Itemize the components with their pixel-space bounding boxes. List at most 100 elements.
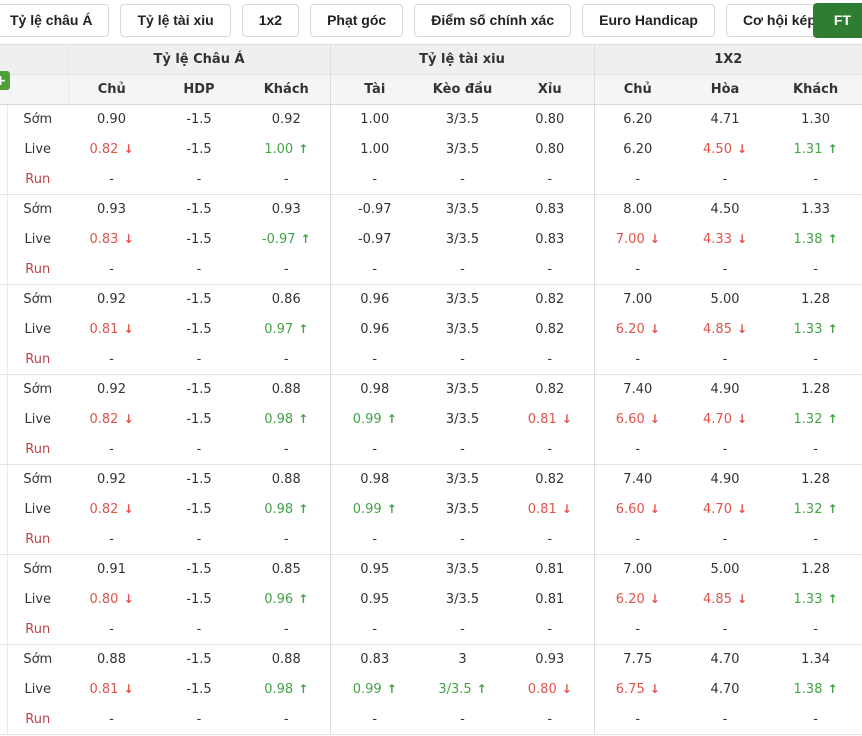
odds-cell: 0.86 [243, 284, 331, 315]
odds-value: - [196, 261, 202, 277]
odds-row-som: Sớm 0.92 -1.5 0.88 0.98 3/3.5 0.82 7.40 4.90 1.28 [0, 374, 862, 405]
odds-cell: 1.31 ↑ [769, 135, 862, 165]
odds-value: - [109, 351, 114, 367]
trend-down-icon: ↓ [649, 502, 660, 516]
odds-value: -1.5 [186, 412, 212, 427]
odds-cell: 4.70 ↓ [681, 405, 769, 435]
add-icon[interactable]: + [0, 71, 10, 90]
row-label: Live [24, 142, 52, 157]
odds-value: 0.98 [360, 382, 390, 398]
odds-value: - [372, 441, 378, 457]
odds-value: 3/3.5 [445, 382, 480, 398]
odds-cell: - [769, 614, 862, 645]
odds-value: - [813, 621, 818, 637]
odds-value: 0.92 [97, 472, 126, 488]
odds-value: -1.5 [186, 502, 212, 517]
odds-cell: 4.70 [681, 645, 769, 675]
odds-cell: -0.97 [330, 225, 419, 255]
trend-up-icon: ↑ [827, 592, 838, 606]
odds-cell: 1.32 ↑ [769, 495, 862, 525]
odds-value: - [372, 531, 378, 547]
odds-value: -1.5 [186, 652, 212, 668]
odds-cell: - [419, 524, 507, 555]
odds-cell: - [155, 434, 243, 465]
odds-cell: 0.83 [506, 194, 595, 225]
column-group-header: 1X2 [594, 44, 862, 75]
ft-toggle-button[interactable]: FT [812, 3, 862, 38]
column-header: Chủ [68, 74, 155, 105]
odds-cell: 4.90 [681, 465, 769, 495]
odds-value: - [460, 531, 465, 547]
odds-cell: 3/3.5 [419, 375, 506, 405]
tab-5[interactable]: Điểm số chính xác [414, 4, 572, 37]
odds-value: 4.33 [703, 232, 732, 247]
odds-value: 1.32 [793, 502, 823, 517]
odds-value: 3/3.5 [445, 202, 480, 218]
trend-up-icon: ↑ [476, 682, 487, 696]
odds-value: 1.33 [801, 202, 831, 218]
odds-cell: - [506, 164, 595, 195]
odds-value: 0.86 [271, 292, 301, 308]
odds-cell: - [155, 524, 243, 555]
tab-4[interactable]: Phạt góc [310, 4, 404, 37]
odds-value: 4.50 [703, 142, 732, 157]
odds-cell: 0.99 ↑ [330, 405, 419, 435]
trend-down-icon: ↓ [736, 412, 748, 426]
odds-row-live: Live 0.80 ↓ -1.5 0.96 ↑ 0.95 3/3.5 0.81 6.20 ↓ 4.85… [0, 584, 862, 615]
column-header: Khách [769, 74, 862, 105]
odds-cell: 4.90 [681, 375, 769, 405]
odds-value: 1.28 [801, 562, 831, 578]
odds-cell: 0.82 [506, 374, 595, 405]
odds-value: - [722, 351, 728, 367]
odds-value: - [547, 441, 553, 457]
odds-value: - [283, 261, 289, 277]
odds-value: - [283, 171, 289, 187]
column-header: Hòa [681, 74, 770, 105]
odds-row-som: Sớm 0.93 -1.5 0.93 -0.97 3/3.5 0.83 8.00 4.50 1.3… [0, 194, 862, 225]
odds-value: 0.98 [264, 412, 294, 427]
trend-down-icon: ↓ [561, 682, 572, 696]
tab-2[interactable]: Tỷ lệ tài xiu [120, 4, 231, 37]
odds-cell: 4.85 ↓ [681, 585, 769, 615]
odds-cell: 8.00 [594, 195, 681, 225]
odds-cell: 3 [419, 645, 506, 675]
odds-value: - [813, 351, 818, 367]
odds-cell: 0.95 [330, 585, 419, 615]
odds-value: 1.31 [793, 142, 823, 157]
odds-cell: 1.30 [769, 105, 862, 135]
odds-value: - [635, 621, 641, 637]
odds-value: 4.70 [703, 412, 732, 427]
odds-cell: 0.80 [506, 134, 595, 165]
odds-cell: - [506, 524, 595, 555]
tab-1[interactable]: Tỷ lệ châu Á [0, 4, 110, 37]
odds-value: -0.97 [357, 202, 392, 218]
odds-value: - [547, 351, 553, 367]
row-gutter [0, 284, 8, 315]
odds-value: - [635, 261, 641, 277]
odds-cell: 0.85 [243, 554, 331, 585]
odds-value: - [813, 261, 818, 277]
odds-row-run: Run - - - - - - - - - [0, 164, 862, 195]
odds-row-run: Run - - - - - - - - - [0, 344, 862, 375]
odds-cell: -1.5 [155, 675, 243, 705]
column-header: HDP [155, 74, 243, 105]
odds-cell: -1.5 [155, 135, 243, 165]
odds-cell: 0.82 ↓ [68, 495, 155, 525]
odds-cell: 0.95 [330, 555, 419, 585]
row-gutter [0, 524, 8, 555]
odds-value: - [547, 261, 553, 277]
odds-cell: - [681, 704, 770, 735]
odds-value: 0.90 [97, 112, 126, 128]
trend-up-icon: ↑ [827, 682, 838, 696]
trend-down-icon: ↓ [649, 682, 660, 696]
odds-cell: - [769, 524, 862, 555]
odds-cell: 0.88 [68, 645, 155, 675]
tab-3[interactable]: 1x2 [241, 4, 300, 37]
odds-value: - [196, 171, 202, 187]
odds-cell: - [155, 704, 243, 735]
odds-row-live: Live 0.83 ↓ -1.5 -0.97 ↑ -0.97 3/3.5 0.83 7.00 ↓ 4.… [0, 224, 862, 255]
odds-cell: 1.00 [330, 105, 419, 135]
tab-6[interactable]: Euro Handicap [582, 4, 715, 37]
row-label: Sớm [23, 382, 53, 398]
